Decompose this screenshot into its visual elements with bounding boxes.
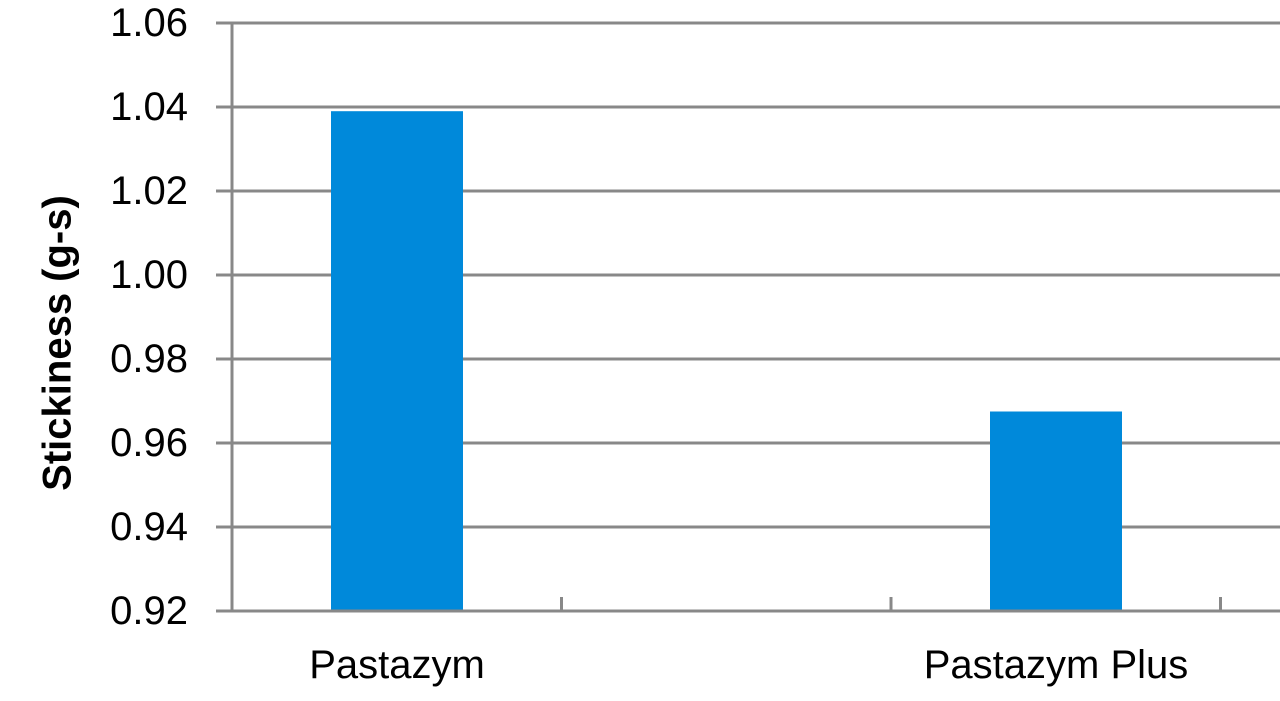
axes [216,21,1280,613]
y-tick-labels: 0.92 0.94 0.96 0.98 1.00 1.02 1.04 1.06 [110,1,188,633]
y-tick-label: 1.00 [110,253,188,297]
bars [331,111,1122,610]
y-axis-title: Stickiness (g-s) [36,195,80,491]
bar-pastazym [331,111,463,610]
y-tick-label: 1.04 [110,85,188,129]
bar-pastazym-plus [990,411,1122,610]
y-tick-label: 1.02 [110,169,188,213]
x-tick-label: Pastazym [309,643,485,687]
x-tick-labels: Pastazym Pastazym Plus [309,643,1188,687]
x-tick-label: Pastazym Plus [924,643,1189,687]
y-tick-label: 0.92 [110,589,188,633]
y-tick-label: 1.06 [110,1,188,45]
y-tick-label: 0.96 [110,421,188,465]
y-tick-label: 0.98 [110,337,188,381]
y-tick-label: 0.94 [110,505,188,549]
